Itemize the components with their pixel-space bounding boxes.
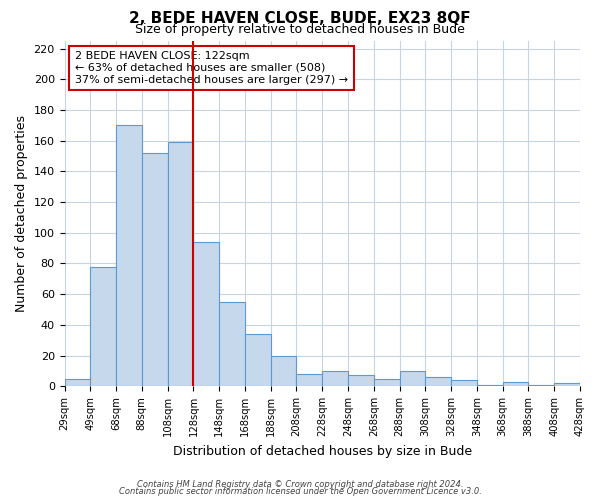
Y-axis label: Number of detached properties: Number of detached properties [15,115,28,312]
Text: Contains public sector information licensed under the Open Government Licence v3: Contains public sector information licen… [119,487,481,496]
Bar [425,377,451,386]
Bar [503,382,529,386]
Bar [193,242,219,386]
Bar [245,334,271,386]
Bar [322,371,348,386]
X-axis label: Distribution of detached houses by size in Bude: Distribution of detached houses by size … [173,444,472,458]
Bar [271,356,296,386]
Text: 2 BEDE HAVEN CLOSE: 122sqm
← 63% of detached houses are smaller (508)
37% of sem: 2 BEDE HAVEN CLOSE: 122sqm ← 63% of deta… [75,52,348,84]
Bar [554,383,580,386]
Bar [167,142,193,386]
Text: 2, BEDE HAVEN CLOSE, BUDE, EX23 8QF: 2, BEDE HAVEN CLOSE, BUDE, EX23 8QF [129,11,471,26]
Bar [348,376,374,386]
Bar [219,302,245,386]
Bar [91,266,116,386]
Bar [529,384,554,386]
Bar [374,378,400,386]
Bar [65,378,91,386]
Text: Contains HM Land Registry data © Crown copyright and database right 2024.: Contains HM Land Registry data © Crown c… [137,480,463,489]
Bar [142,153,167,386]
Bar [477,384,503,386]
Bar [451,380,477,386]
Text: Size of property relative to detached houses in Bude: Size of property relative to detached ho… [135,22,465,36]
Bar [116,126,142,386]
Bar [296,374,322,386]
Bar [400,371,425,386]
